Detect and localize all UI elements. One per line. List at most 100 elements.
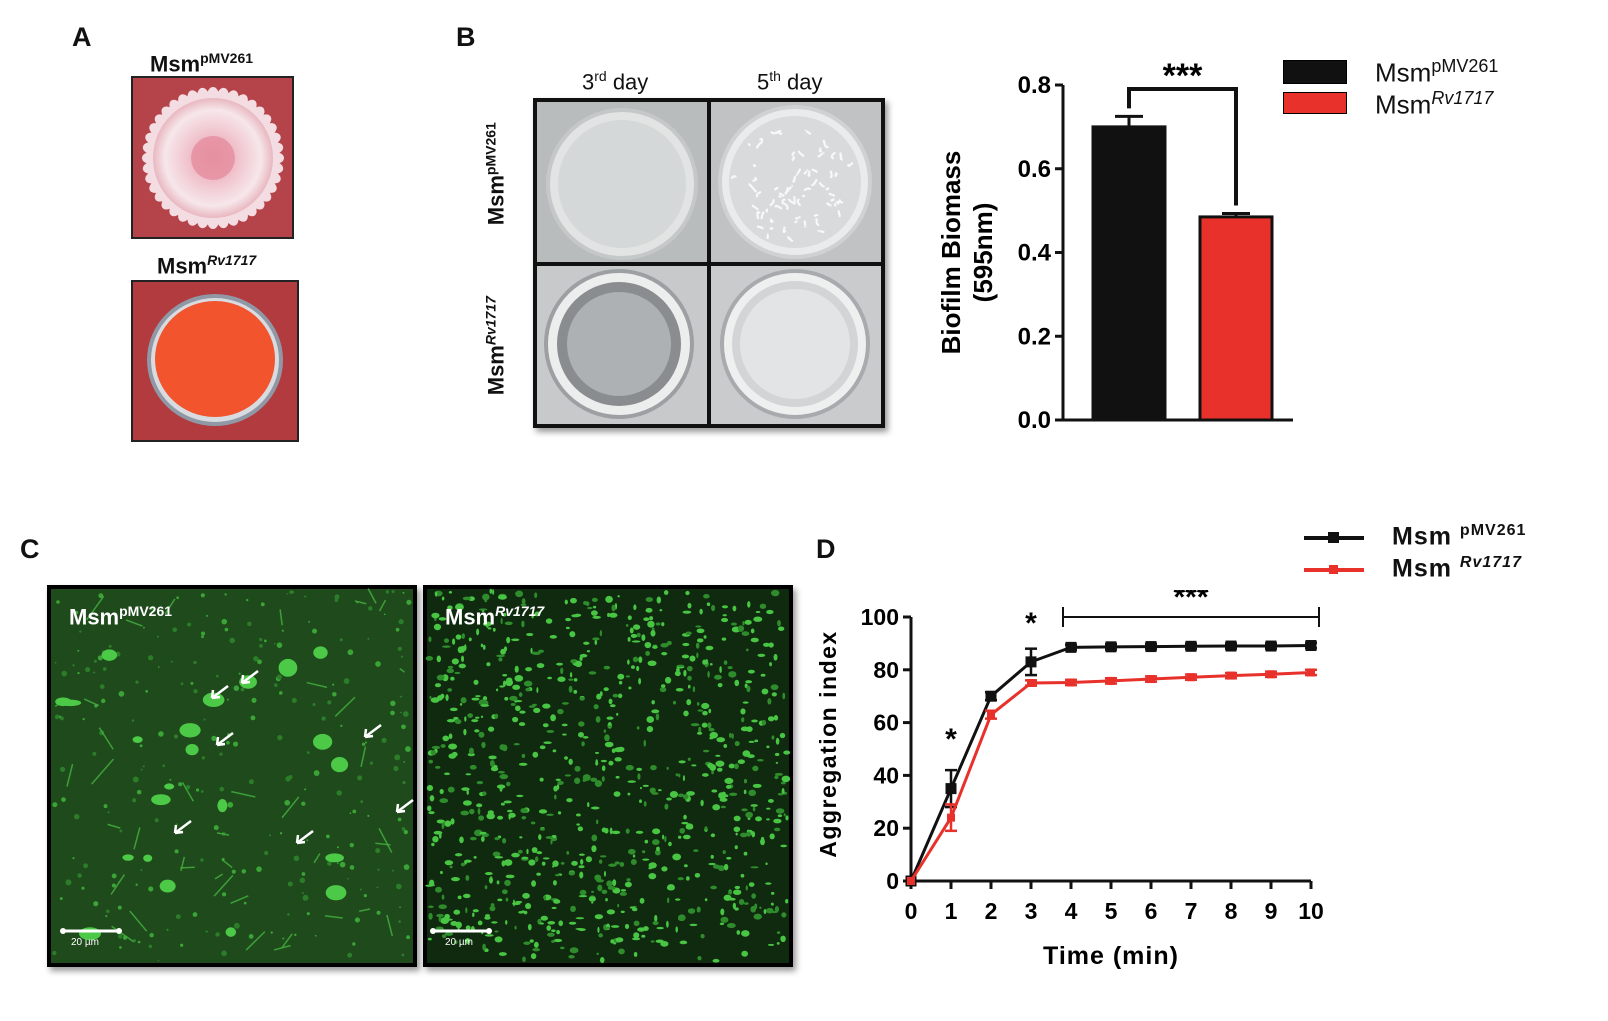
fluor-speck: [383, 613, 386, 616]
fluor-speck: [569, 597, 577, 604]
cord-strand: [214, 873, 224, 880]
fluor-speck: [257, 659, 262, 665]
fluor-speck: [219, 786, 225, 792]
pellicle-wrinkle: [776, 130, 783, 136]
fluor-speck: [573, 689, 578, 694]
fluor-speck: [666, 797, 672, 801]
data-point: [947, 813, 955, 822]
fluor-speck: [556, 929, 560, 935]
fluor-speck: [513, 743, 520, 746]
fluor-speck: [781, 775, 791, 783]
fluor-speck: [473, 829, 483, 837]
fluor-speck: [506, 809, 513, 813]
pellicle-wrinkle: [825, 186, 830, 191]
fluor-speck: [697, 709, 704, 712]
cord-strand: [334, 696, 356, 717]
fluor-speck: [227, 801, 234, 808]
fluor-speck: [723, 894, 732, 901]
fluor-speck: [375, 661, 381, 667]
fluor-speck: [619, 862, 625, 867]
fluor-speck: [578, 865, 585, 869]
fluor-speck: [445, 694, 449, 702]
fluor-speck: [737, 759, 746, 765]
strain-base: Msm: [157, 253, 208, 279]
fluor-speck: [655, 713, 660, 721]
fluor-speck: [579, 871, 584, 879]
fluor-speck: [687, 908, 696, 914]
fluor-speck: [632, 656, 639, 663]
fluor-speck: [639, 799, 642, 803]
fluor-speck: [248, 934, 254, 939]
fluor-speck: [224, 593, 227, 596]
fluor-speck: [683, 710, 689, 717]
fluor-speck: [771, 692, 777, 697]
fluor-speck: [501, 889, 508, 895]
fluor-speck: [304, 788, 307, 791]
fluor-speck: [446, 668, 455, 674]
fluor-speck: [439, 788, 444, 795]
scale-label-ctrl: 20 µm: [71, 937, 99, 948]
pellicle-wrinkle: [755, 190, 762, 198]
fluor-speck: [438, 904, 447, 910]
fluor-speck: [514, 675, 524, 682]
fluor-speck: [505, 897, 509, 902]
legend-d: Msm pMV261 Msm Rv1717: [1302, 522, 1602, 592]
fluor-speck: [531, 880, 537, 887]
fluor-speck: [750, 804, 758, 807]
fluor-speck: [480, 715, 484, 719]
fluor-speck: [696, 652, 699, 659]
data-point: [1065, 641, 1077, 653]
fluor-speck: [201, 756, 205, 760]
data-point: [945, 783, 957, 795]
fluor-speck: [742, 750, 751, 757]
pellicle-wrinkle: [784, 186, 790, 195]
pellicle-wrinkle: [774, 204, 783, 210]
y-tick-label: 60: [873, 710, 899, 736]
fluor-speck: [460, 655, 465, 663]
fluor-speck: [617, 595, 620, 598]
fluor-speck: [536, 872, 541, 876]
cord-strand: [399, 668, 405, 673]
fluor-speck: [534, 856, 539, 862]
fluor-speck: [193, 660, 197, 665]
fluor-speck: [428, 636, 432, 643]
fluor-speck: [636, 767, 643, 771]
fluor-speck: [203, 718, 206, 721]
cord-strand: [324, 915, 343, 919]
fluor-speck: [475, 716, 480, 719]
fluor-speck: [774, 752, 780, 757]
fluor-speck: [679, 940, 688, 945]
fluor-speck: [689, 655, 696, 662]
fluor-speck: [605, 595, 613, 603]
fluor-speck: [630, 633, 638, 639]
fluor-speck: [439, 798, 449, 804]
pellicle-wrinkle: [830, 197, 835, 202]
fluor-speck: [652, 645, 658, 649]
fluor-speck: [527, 923, 532, 931]
fluor-speck: [494, 930, 499, 933]
pellicle-wrinkle: [801, 194, 806, 198]
fluor-speck: [672, 700, 677, 705]
fluor-speck: [205, 614, 208, 617]
fluor-speck: [611, 604, 616, 612]
fluor-speck: [444, 820, 452, 827]
fluor-speck: [478, 608, 488, 611]
fluor-speck: [523, 680, 533, 687]
fluor-speck: [652, 839, 660, 846]
fluor-speck: [639, 897, 645, 904]
fluor-speck: [682, 834, 691, 840]
fluor-speck: [578, 895, 588, 898]
fluor-speck: [441, 894, 445, 900]
scale-label-rv: 20 µm: [445, 937, 473, 948]
fluor-speck: [702, 710, 708, 716]
y-tick-label: 0.4: [1018, 240, 1052, 267]
fluor-speck: [93, 901, 99, 907]
arrow-icon: [215, 732, 234, 747]
fluor-speck: [301, 872, 306, 876]
fluor-speck: [117, 905, 122, 910]
fluor-speck: [717, 683, 723, 688]
fluor-speck: [705, 645, 714, 651]
fluor-speck: [775, 808, 785, 814]
fluor-speck: [499, 685, 505, 688]
fluor-speck: [75, 610, 79, 615]
